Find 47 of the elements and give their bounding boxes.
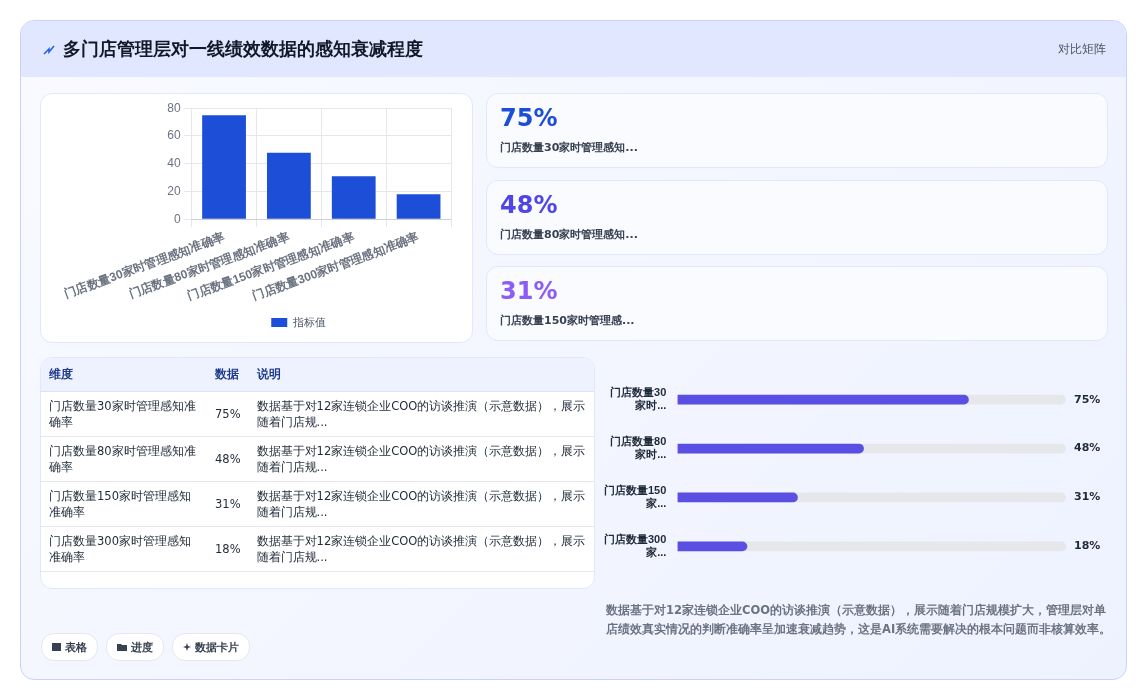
legend-label: 指标值	[291, 315, 326, 328]
y-tick-label: 20	[167, 183, 181, 198]
text: 门店数量150家时管理感...	[500, 313, 635, 328]
data-label: 48%	[1074, 441, 1101, 455]
bar	[677, 492, 798, 503]
y-tick-label: 门店数量80家时...	[610, 434, 667, 461]
text: 表格	[65, 639, 87, 655]
bar	[202, 115, 246, 219]
bar	[331, 176, 376, 219]
text: 数据基于对12家连锁企业COO的访谈推演（示意数据），展示随着门店规模扩大，管理层对单店绩效真实情况的判断准确率呈加速衰减趋势，这是AI系统需要解决的根本问题而非核算效率。	[606, 602, 1113, 638]
text: 数据卡片	[195, 639, 239, 655]
data-label: 18%	[1074, 539, 1101, 553]
text: 75%	[207, 391, 249, 437]
y-tick-label: 门店数量150家...	[603, 483, 667, 510]
y-tick-label: 40	[167, 156, 181, 171]
bar	[396, 194, 441, 219]
text: 门店数量300家时管理感知准确率	[41, 526, 207, 572]
text: 门店数量80家时管理感知...	[500, 226, 638, 242]
text: 31%	[500, 277, 558, 305]
y-tick-label: 门店数量300家...	[603, 532, 667, 558]
text: 进度	[131, 639, 153, 655]
text: 数据基于对12家连锁企业COO的访谈推演（示意数据），展示随着门店规...	[248, 436, 594, 482]
text: 18%	[207, 526, 249, 572]
text: 数据基于对12家连锁企业COO的访谈推演（示意数据），展示随着门店规...	[248, 481, 594, 527]
text: 维度	[41, 358, 207, 392]
text: 48%	[207, 436, 249, 482]
data-label: 31%	[1074, 490, 1101, 504]
text: 门店数量80家时管理感知准确率	[41, 436, 207, 482]
y-tick-label: 80	[167, 100, 181, 115]
y-tick-label: 60	[167, 128, 181, 143]
text: 门店数量150家时管理感知准确率	[41, 481, 207, 527]
text: 门店数量30家时管理感知...	[500, 140, 638, 155]
text: 说明	[248, 358, 594, 392]
text: 数据基于对12家连锁企业COO的访谈推演（示意数据），展示随着门店规...	[248, 391, 594, 437]
text: 数据基于对12家连锁企业COO的访谈推演（示意数据），展示随着门店规...	[248, 526, 594, 572]
y-tick-label: 门店数量30家时...	[610, 386, 667, 412]
text: 对比矩阵	[1058, 41, 1106, 58]
text: 多门店管理层对一线绩效数据的感知衰减程度	[63, 37, 423, 61]
text: 门店数量30家时管理感知准确率	[41, 391, 207, 437]
data-label: 75%	[1074, 392, 1101, 406]
y-tick-label: 0	[173, 211, 181, 226]
bar	[267, 152, 311, 219]
text: 数据	[207, 358, 249, 392]
text: 48%	[500, 190, 558, 219]
bar	[677, 541, 748, 552]
text: 75%	[500, 104, 558, 132]
text: 31%	[207, 481, 249, 527]
